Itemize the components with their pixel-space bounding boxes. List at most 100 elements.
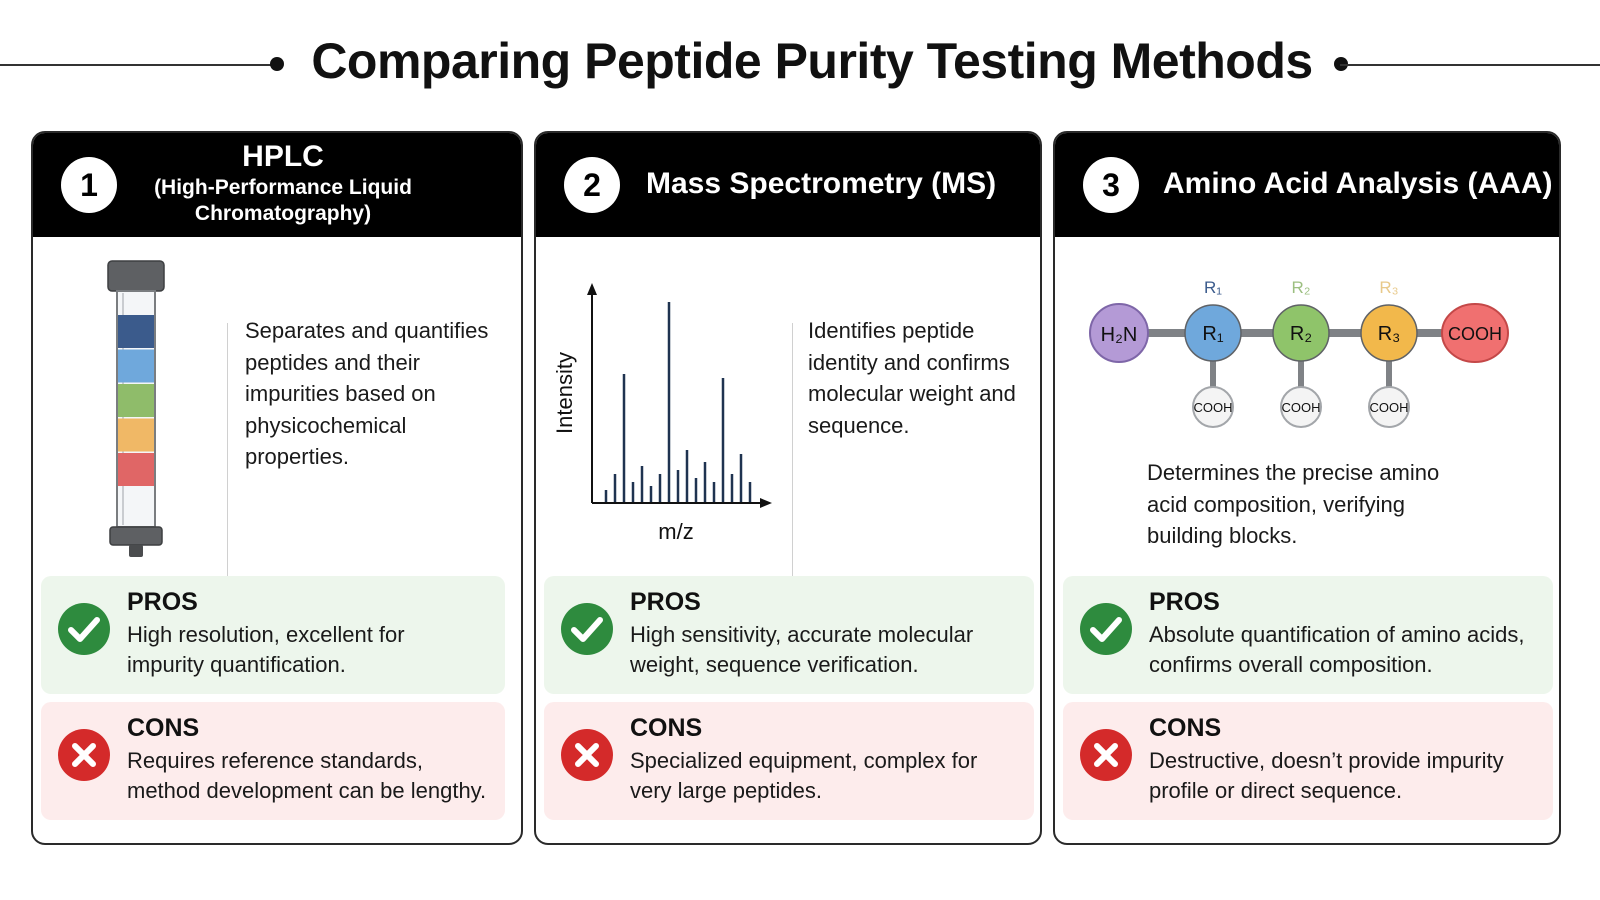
c-terminus-label: COOH: [1448, 324, 1502, 344]
description-line: acid composition, verifying: [1147, 491, 1406, 517]
column-bottom-cap: [109, 526, 163, 546]
column-band: [118, 453, 154, 486]
pros-line: Absolute quantification of amino acids,: [1149, 622, 1525, 647]
description-line: impurities based on: [245, 381, 436, 406]
residue-label: R₁: [1202, 323, 1223, 345]
column-outlet: [129, 545, 143, 557]
y-axis-label: Intensity: [552, 352, 577, 434]
cons-line: Destructive, doesn’t provide impurity: [1149, 748, 1504, 773]
pros-line: weight, sequence verification.: [630, 652, 919, 677]
residue-node: [1272, 304, 1330, 362]
cons-panel: CONS Destructive, doesn’t provide impuri…: [1063, 702, 1553, 820]
mass-spectrum-chart: m/z Intensity: [552, 283, 772, 543]
column-band: [118, 315, 154, 348]
spectrum-peaks: [604, 302, 752, 502]
check-circle-icon: [58, 603, 110, 655]
cross-circle-icon: [58, 729, 110, 781]
residue-label: R₃: [1378, 323, 1401, 345]
cons-text: Specialized equipment, complex for very …: [630, 746, 1024, 806]
step-number-badge: 1: [61, 157, 117, 213]
pros-panel: PROS Absolute quantification of amino ac…: [1063, 576, 1553, 694]
side-chain-label: R₃: [1379, 278, 1398, 297]
card-description: Separates and quantifies peptides and th…: [245, 315, 520, 473]
page-title: Comparing Peptide Purity Testing Methods: [311, 33, 1313, 89]
cons-line: profile or direct sequence.: [1149, 778, 1403, 803]
chain-residues: R₁ R₁ COOH R₂ R₂ COOH R₃ R₃ COOH: [1184, 278, 1418, 428]
cons-line: method development can be lengthy.: [127, 778, 487, 803]
description-line: Determines the precise amino: [1147, 460, 1440, 485]
column-bands: [118, 315, 154, 486]
y-axis-arrow: [587, 283, 597, 295]
cons-panel: CONS Specialized equipment, complex for …: [544, 702, 1034, 820]
check-circle-icon: [1080, 603, 1132, 655]
step-number-badge: 3: [1083, 157, 1139, 213]
cross-circle-icon: [1080, 729, 1132, 781]
side-group-label: COOH: [1282, 400, 1321, 415]
column-top-cap: [107, 260, 165, 292]
cons-label: CONS: [630, 714, 703, 742]
card-hplc: 1 HPLC (High-Performance Liquid Chromato…: [31, 131, 523, 845]
residue-node: [1184, 304, 1242, 362]
cons-label: CONS: [127, 714, 200, 742]
pros-label: PROS: [127, 588, 198, 616]
cross-circle-icon: [561, 729, 613, 781]
amino-acid-chain-diagram: R₁ R₁ COOH R₂ R₂ COOH R₃ R₃ COOH H₂N COOH: [1089, 278, 1509, 428]
card-subtitle: Chromatography): [194, 202, 372, 225]
n-terminus-node: [1089, 303, 1149, 363]
column-band: [118, 349, 154, 383]
description-line: peptides and their: [245, 349, 420, 375]
residue-node: [1360, 304, 1418, 362]
title-dot-left: [270, 57, 284, 71]
card-divider: [792, 323, 793, 663]
description-line: molecular weight and: [808, 381, 1016, 406]
title-row: Comparing Peptide Purity Testing Methods: [0, 28, 1600, 102]
side-group-node: [1368, 386, 1410, 428]
pros-panel: PROS High resolution, excellent for impu…: [41, 576, 505, 694]
title-rule-right: [1340, 64, 1600, 66]
card-header: 1 HPLC (High-Performance Liquid Chromato…: [33, 133, 521, 237]
description-line: physicochemical: [245, 412, 407, 438]
check-circle-icon: [561, 603, 613, 655]
side-group-node: [1192, 386, 1234, 428]
x-axis-label: m/z: [658, 519, 693, 543]
side-group-node: [1280, 386, 1322, 428]
cons-line: Specialized equipment, complex for: [630, 748, 978, 773]
description-line: Separates and quantifies: [245, 318, 489, 343]
card-title: HPLC: [242, 140, 324, 173]
description-line: properties.: [245, 444, 349, 469]
c-terminus-node: [1441, 303, 1509, 363]
card-header: 3 Amino Acid Analysis (AAA): [1055, 133, 1559, 237]
card-title-block: HPLC (High-Performance Liquid Chromatogr…: [123, 139, 443, 227]
side-group-label: COOH: [1194, 400, 1233, 415]
card-title: Amino Acid Analysis (AAA): [1163, 167, 1553, 200]
cons-label: CONS: [1149, 714, 1222, 742]
hplc-column-icon: [107, 260, 165, 557]
description-line: Identifies peptide: [808, 318, 975, 343]
pros-label: PROS: [1149, 588, 1220, 616]
description-line: identity and confirms: [808, 349, 1010, 375]
title-rule-left: [0, 64, 276, 66]
step-number-badge: 2: [564, 157, 620, 213]
side-chain-label: R₂: [1292, 278, 1311, 297]
n-terminus-label: H₂N: [1101, 324, 1138, 346]
x-axis-arrow: [760, 498, 772, 508]
pros-text: High resolution, excellent for impurity …: [127, 620, 495, 680]
cons-panel: CONS Requires reference standards, metho…: [41, 702, 505, 820]
card-description: Identifies peptide identity and confirms…: [808, 315, 1038, 441]
description-line: building blocks.: [1147, 523, 1298, 548]
pros-line: impurity quantification.: [127, 652, 346, 677]
pros-label: PROS: [630, 588, 701, 616]
pros-text: High sensitivity, accurate molecular wei…: [630, 620, 1024, 680]
card-header: 2 Mass Spectrometry (MS): [536, 133, 1040, 237]
card-amino-acid-analysis: 3 Amino Acid Analysis (AAA) R₁ R₁ COOH R₂ R₂…: [1053, 131, 1561, 845]
pros-line: confirms overall composition.: [1149, 652, 1433, 677]
cons-line: Requires reference standards,: [127, 748, 423, 773]
card-divider: [227, 323, 228, 673]
card-subtitle: (High-Performance Liquid: [154, 176, 412, 199]
column-band: [118, 418, 154, 452]
pros-text: Absolute quantification of amino acids, …: [1149, 620, 1543, 680]
side-group-label: COOH: [1370, 400, 1409, 415]
column-band: [118, 384, 154, 417]
pros-line: High resolution, excellent for: [127, 622, 405, 647]
side-chain-label: R₁: [1204, 278, 1222, 297]
